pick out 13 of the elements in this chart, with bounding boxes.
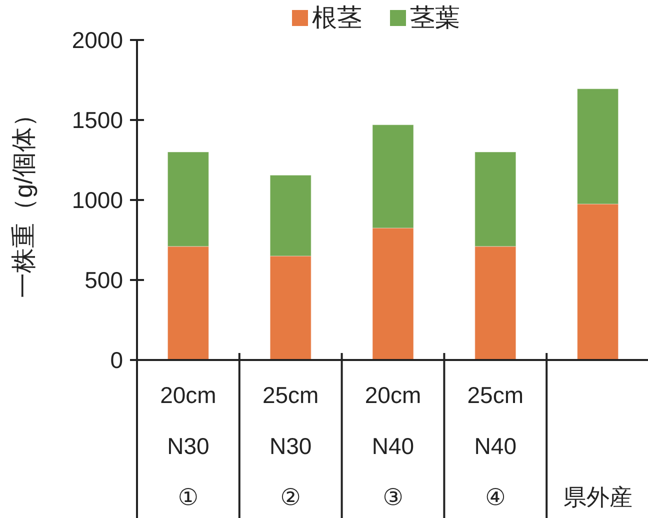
x-tick-label: 25cm N30 ② bbox=[262, 382, 319, 510]
y-tick-label: 500 bbox=[84, 267, 123, 293]
x-tick-label: 20cm N40 ③ bbox=[364, 382, 422, 510]
y-tick-label: 2000 bbox=[72, 27, 123, 53]
y-tick-label: 0 bbox=[110, 347, 123, 373]
legend-label: 茎葉 bbox=[410, 4, 460, 32]
y-tick-label: 1500 bbox=[72, 107, 123, 133]
x-tick-label: 25cm N40 ④ bbox=[467, 382, 524, 510]
legend-label: 根茎 bbox=[312, 4, 362, 32]
x-tick-label: 20cm N30 ① bbox=[160, 382, 216, 510]
y-axis-title: 一株重（g/個体） bbox=[10, 102, 38, 298]
x-tick-label: 県外産 bbox=[563, 484, 632, 510]
y-tick-label: 1000 bbox=[72, 187, 123, 213]
